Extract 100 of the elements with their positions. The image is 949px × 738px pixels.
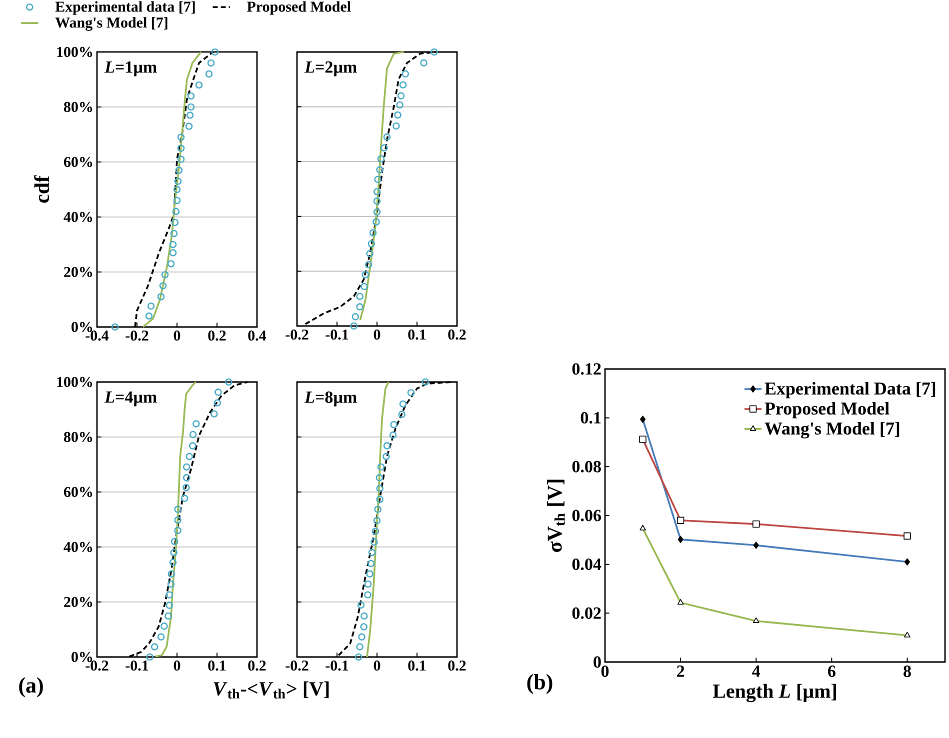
x-tick-label: -0.2 bbox=[86, 660, 108, 671]
point bbox=[354, 653, 362, 661]
x-tick-label: 6 bbox=[828, 666, 836, 677]
point bbox=[189, 430, 197, 438]
point bbox=[360, 612, 368, 620]
point bbox=[185, 122, 193, 130]
legend-label: Proposed Model bbox=[764, 402, 890, 418]
point bbox=[186, 452, 194, 460]
point bbox=[394, 111, 402, 119]
annotation: L=2µm bbox=[304, 61, 357, 76]
x-tick-label: 8 bbox=[904, 666, 911, 678]
point bbox=[377, 463, 385, 471]
x-tick-label: 0 bbox=[174, 660, 180, 671]
point bbox=[175, 166, 183, 174]
x-tick-label: 0.2 bbox=[208, 330, 226, 341]
y-tick-label: 0% bbox=[72, 652, 92, 662]
legend-label: Wang's Model [7] bbox=[55, 17, 168, 31]
point bbox=[422, 378, 430, 386]
point bbox=[389, 431, 397, 439]
point bbox=[373, 208, 381, 216]
point bbox=[360, 282, 368, 290]
x-tick-label: 0.1 bbox=[408, 330, 426, 340]
x-tick-label: -0.1 bbox=[326, 660, 348, 671]
point bbox=[364, 260, 372, 268]
point bbox=[187, 103, 195, 111]
x-axis-title: V$_{th}$-<V$_{th}$> [V] bbox=[214, 681, 329, 699]
x-tick-label: 0.2 bbox=[448, 330, 466, 340]
point bbox=[160, 622, 168, 630]
point bbox=[214, 399, 222, 407]
y-tick-label: 0.1 bbox=[580, 412, 601, 424]
point bbox=[111, 323, 119, 331]
point bbox=[172, 208, 180, 216]
point bbox=[180, 494, 188, 502]
point bbox=[169, 249, 177, 256]
x-axis-title: Length L [µm] bbox=[712, 684, 836, 702]
point bbox=[168, 570, 176, 578]
point bbox=[186, 112, 194, 119]
point bbox=[356, 643, 364, 650]
annotation: L=4µm bbox=[104, 391, 157, 406]
y-tick-label: 0% bbox=[72, 322, 92, 332]
point bbox=[430, 48, 438, 56]
point bbox=[366, 250, 374, 258]
point bbox=[169, 558, 177, 566]
x-tick-label: 0.1 bbox=[408, 660, 426, 671]
y-tick-label: 20% bbox=[64, 596, 92, 608]
point bbox=[376, 474, 384, 482]
x-tick-label: -0.1 bbox=[126, 660, 148, 671]
point bbox=[376, 496, 384, 504]
point bbox=[372, 218, 380, 226]
point bbox=[370, 538, 378, 546]
point bbox=[360, 623, 368, 630]
point bbox=[170, 548, 178, 556]
x-tick-label: 0 bbox=[174, 330, 180, 341]
point bbox=[420, 59, 428, 67]
point bbox=[356, 303, 364, 310]
y-tick-label: 40% bbox=[64, 212, 92, 222]
x-tick-label: 0 bbox=[374, 330, 380, 340]
x-tick-label: 0.1 bbox=[208, 660, 226, 671]
legend-label: Experimental Data [7] bbox=[764, 382, 936, 398]
x-tick-label: 0 bbox=[601, 666, 609, 678]
x-tick-label: -0.4 bbox=[86, 330, 109, 341]
x-tick-label: 0.2 bbox=[248, 660, 266, 671]
point bbox=[352, 313, 360, 320]
point bbox=[407, 389, 415, 396]
point bbox=[396, 101, 404, 109]
y-tick-label: 0.06 bbox=[572, 510, 601, 522]
x-tick-label: -0.2 bbox=[286, 660, 308, 671]
x-tick-label: 0.4 bbox=[248, 330, 266, 341]
point bbox=[374, 506, 382, 513]
point bbox=[150, 643, 158, 650]
x-tick-label: -0.2 bbox=[286, 330, 308, 340]
point bbox=[182, 463, 190, 471]
point bbox=[146, 653, 154, 661]
y-tick-label: 0.08 bbox=[572, 460, 601, 472]
annotation: L=1µm bbox=[104, 61, 157, 76]
point bbox=[383, 442, 391, 450]
point bbox=[167, 580, 175, 588]
annotation: L=8µm bbox=[304, 391, 357, 406]
point bbox=[374, 176, 382, 184]
point bbox=[366, 570, 374, 578]
point bbox=[367, 560, 375, 568]
point bbox=[167, 260, 175, 268]
point bbox=[368, 548, 376, 556]
point bbox=[170, 538, 178, 546]
point bbox=[157, 633, 165, 641]
point bbox=[397, 92, 405, 100]
point bbox=[173, 196, 181, 204]
y-tick-label: 80% bbox=[64, 102, 92, 112]
y-tick-label: 0.02 bbox=[572, 607, 601, 619]
point bbox=[187, 92, 195, 100]
point bbox=[368, 240, 376, 248]
point bbox=[382, 452, 390, 460]
point bbox=[214, 388, 222, 396]
y-tick-label: 0.04 bbox=[572, 558, 602, 570]
point bbox=[182, 474, 190, 482]
point bbox=[192, 420, 200, 428]
point bbox=[369, 229, 377, 236]
point bbox=[166, 602, 174, 609]
point bbox=[164, 612, 172, 620]
point bbox=[195, 81, 203, 89]
